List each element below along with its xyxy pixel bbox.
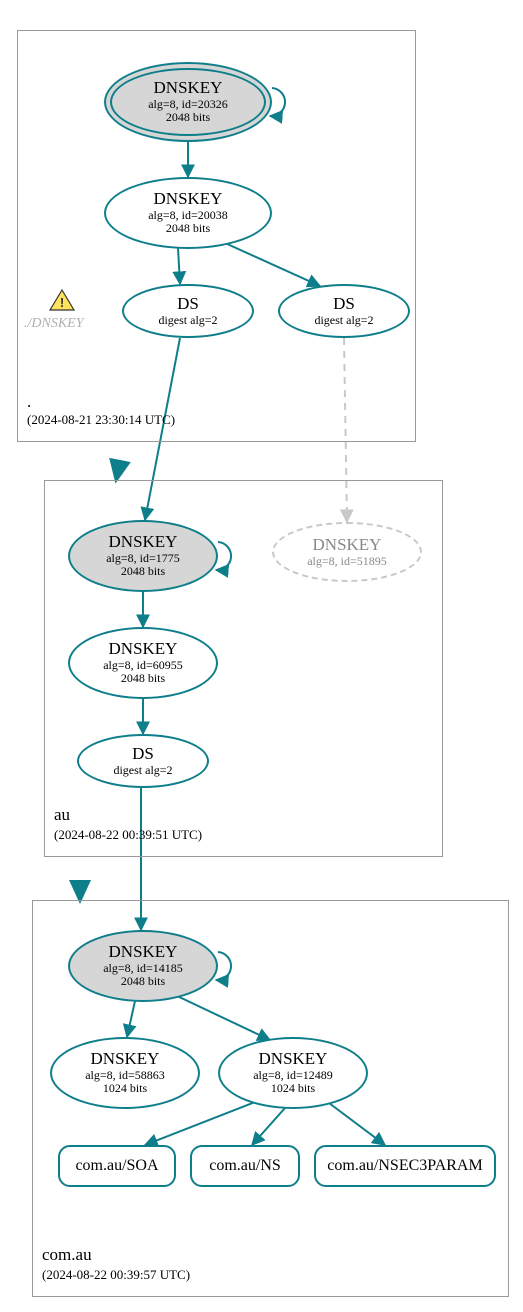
- node-au_missing-line2: alg=8, id=51895: [307, 555, 387, 568]
- node-comau_zsk1-title: DNSKEY: [91, 1050, 160, 1069]
- node-au_zsk-line3: 2048 bits: [121, 672, 165, 685]
- node-au_ds-line2: digest alg=2: [113, 764, 172, 777]
- node-root_ds2-line2: digest alg=2: [314, 314, 373, 327]
- node-root_zsk-line3: 2048 bits: [166, 222, 210, 235]
- rrset-soa: com.au/SOA: [58, 1145, 176, 1187]
- node-au_missing-title: DNSKEY: [313, 536, 382, 555]
- zone-au-timestamp: (2024-08-22 00:39:51 UTC): [54, 827, 202, 843]
- zone-root-timestamp: (2024-08-21 23:30:14 UTC): [27, 412, 175, 428]
- node-root_ds1-title: DS: [177, 295, 199, 314]
- node-root_zsk: DNSKEYalg=8, id=200382048 bits: [104, 177, 272, 249]
- node-root_ds1-line2: digest alg=2: [158, 314, 217, 327]
- zone-root-label: .: [27, 392, 31, 412]
- zone-comau-timestamp: (2024-08-22 00:39:57 UTC): [42, 1267, 190, 1283]
- node-root_ksk-line3: 2048 bits: [166, 111, 210, 124]
- node-au_zsk: DNSKEYalg=8, id=609552048 bits: [68, 627, 218, 699]
- node-comau_zsk2-title: DNSKEY: [259, 1050, 328, 1069]
- rrset-nsec3: com.au/NSEC3PARAM: [314, 1145, 496, 1187]
- node-au_ksk: DNSKEYalg=8, id=17752048 bits: [68, 520, 218, 592]
- warning-label: ./DNSKEY: [24, 316, 84, 332]
- node-root_ds2-title: DS: [333, 295, 355, 314]
- node-comau_ksk: DNSKEYalg=8, id=141852048 bits: [68, 930, 218, 1002]
- node-comau_zsk2-line3: 1024 bits: [271, 1082, 315, 1095]
- node-au_ds-title: DS: [132, 745, 154, 764]
- zone-au-label: au: [54, 805, 70, 825]
- node-root_zsk-title: DNSKEY: [154, 190, 223, 209]
- node-au_zsk-title: DNSKEY: [109, 640, 178, 659]
- zone-comau-label: com.au: [42, 1245, 92, 1265]
- node-comau_zsk1-line3: 1024 bits: [103, 1082, 147, 1095]
- node-au_ksk-line3: 2048 bits: [121, 565, 165, 578]
- node-comau_ksk-line3: 2048 bits: [121, 975, 165, 988]
- node-root_ds1: DSdigest alg=2: [122, 284, 254, 338]
- node-comau_zsk2: DNSKEYalg=8, id=124891024 bits: [218, 1037, 368, 1109]
- node-au_missing: DNSKEYalg=8, id=51895: [272, 522, 422, 582]
- node-root_ksk: DNSKEYalg=8, id=203262048 bits: [104, 62, 272, 142]
- node-comau_ksk-title: DNSKEY: [109, 943, 178, 962]
- rrset-ns: com.au/NS: [190, 1145, 300, 1187]
- node-au_ds: DSdigest alg=2: [77, 734, 209, 788]
- node-comau_zsk1: DNSKEYalg=8, id=588631024 bits: [50, 1037, 200, 1109]
- node-root_ksk-title: DNSKEY: [154, 79, 223, 98]
- node-root_ds2: DSdigest alg=2: [278, 284, 410, 338]
- node-au_ksk-title: DNSKEY: [109, 533, 178, 552]
